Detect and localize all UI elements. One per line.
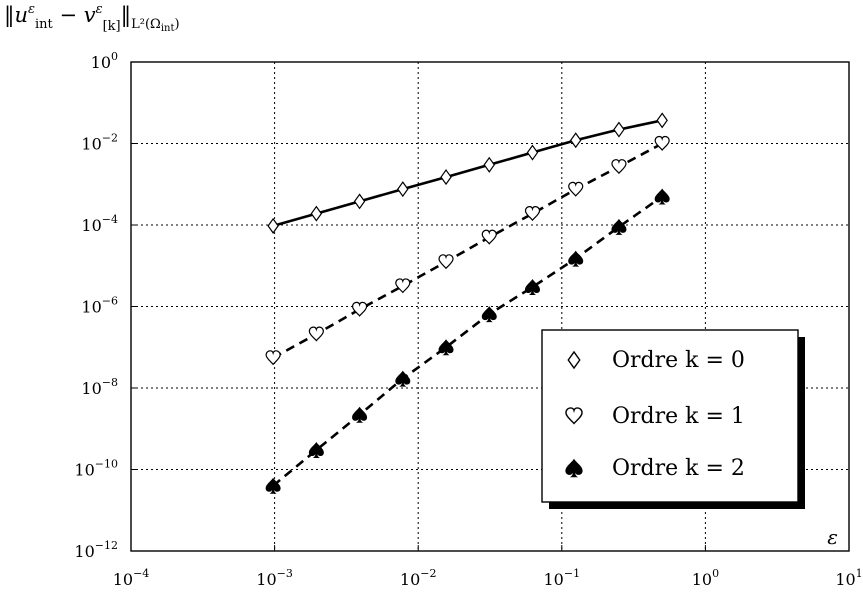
x-tick-label: 101: [835, 567, 862, 589]
x-tick-label: 100: [692, 567, 719, 589]
x-tick-label: 10−4: [113, 567, 150, 589]
spade-marker-shape: [481, 306, 497, 323]
y-tick-label: 10−2: [81, 132, 118, 154]
spade-marker-shape: [395, 370, 411, 387]
series-lines: [272, 119, 663, 487]
diamond-marker-shape: [567, 350, 581, 370]
diamond-marker-shape: [440, 169, 452, 186]
x-axis-label: ε: [827, 525, 838, 549]
diamond-marker-shape: [613, 121, 625, 138]
data-point-order-0: [310, 205, 323, 222]
diamond-marker-shape: [569, 132, 582, 149]
heart-marker-shape: [308, 326, 324, 342]
heart-marker-shape: [481, 229, 497, 245]
x-tick-label: 10−3: [256, 567, 293, 589]
heart-marker-shape: [395, 278, 411, 294]
heart-marker-shape: [611, 159, 627, 175]
spade-marker-shape: [654, 188, 670, 205]
diamond-marker-shape: [483, 156, 495, 173]
legend: Ordre k = 0 Ordre k = 1 Ordre k = 2: [541, 329, 805, 509]
data-point-order-2: [568, 250, 584, 267]
spade-marker-shape: [611, 218, 627, 235]
series-line-order-2: [272, 195, 663, 487]
data-point-order-2: [654, 188, 670, 205]
x-tick-label: 10−1: [544, 567, 581, 589]
heart-marker-shape: [654, 135, 670, 151]
data-point-order-0: [440, 169, 452, 186]
data-point-order-2: [524, 279, 540, 296]
x-tick-label: 10−2: [400, 567, 437, 589]
data-point-order-1: [654, 135, 670, 151]
data-point-order-2: [395, 370, 411, 387]
data-point-order-1: [308, 326, 324, 342]
diamond-marker-shape: [397, 181, 409, 198]
y-tick-label: 10−4: [81, 213, 118, 235]
legend-marker-diamond: [567, 350, 581, 370]
legend-label-order-1: Ordre k = 1: [612, 404, 745, 429]
data-point-order-0: [526, 144, 539, 161]
data-point-order-1: [524, 206, 541, 222]
heart-marker-shape: [565, 407, 583, 425]
data-point-order-2: [352, 406, 368, 423]
data-point-order-0: [353, 193, 366, 210]
data-point-order-2: [265, 477, 281, 494]
axis-ticks: 10−4 10−3 10−2 10−1 100 101 100 10−2 10−4 10−6 10−…: [74, 50, 862, 589]
spade-marker-shape: [308, 442, 324, 459]
spade-marker-shape: [524, 279, 540, 296]
data-point-order-2: [481, 306, 497, 323]
spade-marker-shape: [352, 406, 368, 423]
diamond-marker-shape: [353, 193, 366, 210]
legend-box: [541, 329, 799, 503]
legend-label-order-2: Ordre k = 2: [612, 456, 745, 481]
data-point-order-1: [265, 350, 281, 366]
diamond-marker-shape: [310, 205, 323, 222]
heart-marker-shape: [265, 350, 281, 366]
legend-marker-heart: [565, 407, 583, 425]
data-point-order-0: [613, 121, 625, 138]
heart-marker-shape: [524, 206, 541, 222]
diamond-marker-shape: [656, 112, 668, 129]
data-point-order-1: [481, 229, 497, 245]
y-tick-label: 10−8: [81, 376, 118, 398]
data-point-order-0: [483, 156, 495, 173]
legend-symbol-order-2: [565, 458, 583, 478]
data-point-order-1: [395, 278, 411, 294]
heart-marker-shape: [351, 301, 368, 317]
spade-marker-shape: [265, 477, 281, 494]
heart-marker-shape: [438, 254, 454, 270]
legend-symbol-order-0: [567, 350, 581, 370]
legend-label-order-0: Ordre k = 0: [612, 348, 745, 373]
data-point-order-1: [611, 159, 627, 175]
y-tick-label: 10−10: [74, 458, 118, 480]
data-point-order-0: [656, 112, 668, 129]
y-tick-label: 100: [91, 50, 118, 72]
data-point-order-2: [308, 442, 324, 459]
legend-symbol-order-1: [565, 407, 583, 425]
series-markers: [265, 112, 670, 494]
data-point-order-0: [397, 181, 409, 198]
spade-marker-shape: [568, 250, 584, 267]
legend-marker-spade: [565, 458, 583, 478]
diamond-marker-shape: [526, 144, 539, 161]
data-point-order-2: [611, 218, 627, 235]
data-point-order-2: [438, 339, 454, 356]
spade-marker-shape: [565, 458, 583, 478]
y-tick-label: 10−12: [74, 539, 118, 561]
data-point-order-1: [351, 301, 368, 317]
y-tick-label: 10−6: [81, 295, 118, 317]
diamond-marker-shape: [267, 217, 279, 234]
data-point-order-1: [438, 254, 454, 270]
series-line-order-0: [272, 119, 663, 228]
spade-marker-shape: [438, 339, 454, 356]
data-point-order-0: [569, 132, 582, 149]
data-point-order-0: [267, 217, 279, 234]
heart-marker-shape: [568, 181, 584, 197]
data-point-order-1: [568, 181, 584, 197]
